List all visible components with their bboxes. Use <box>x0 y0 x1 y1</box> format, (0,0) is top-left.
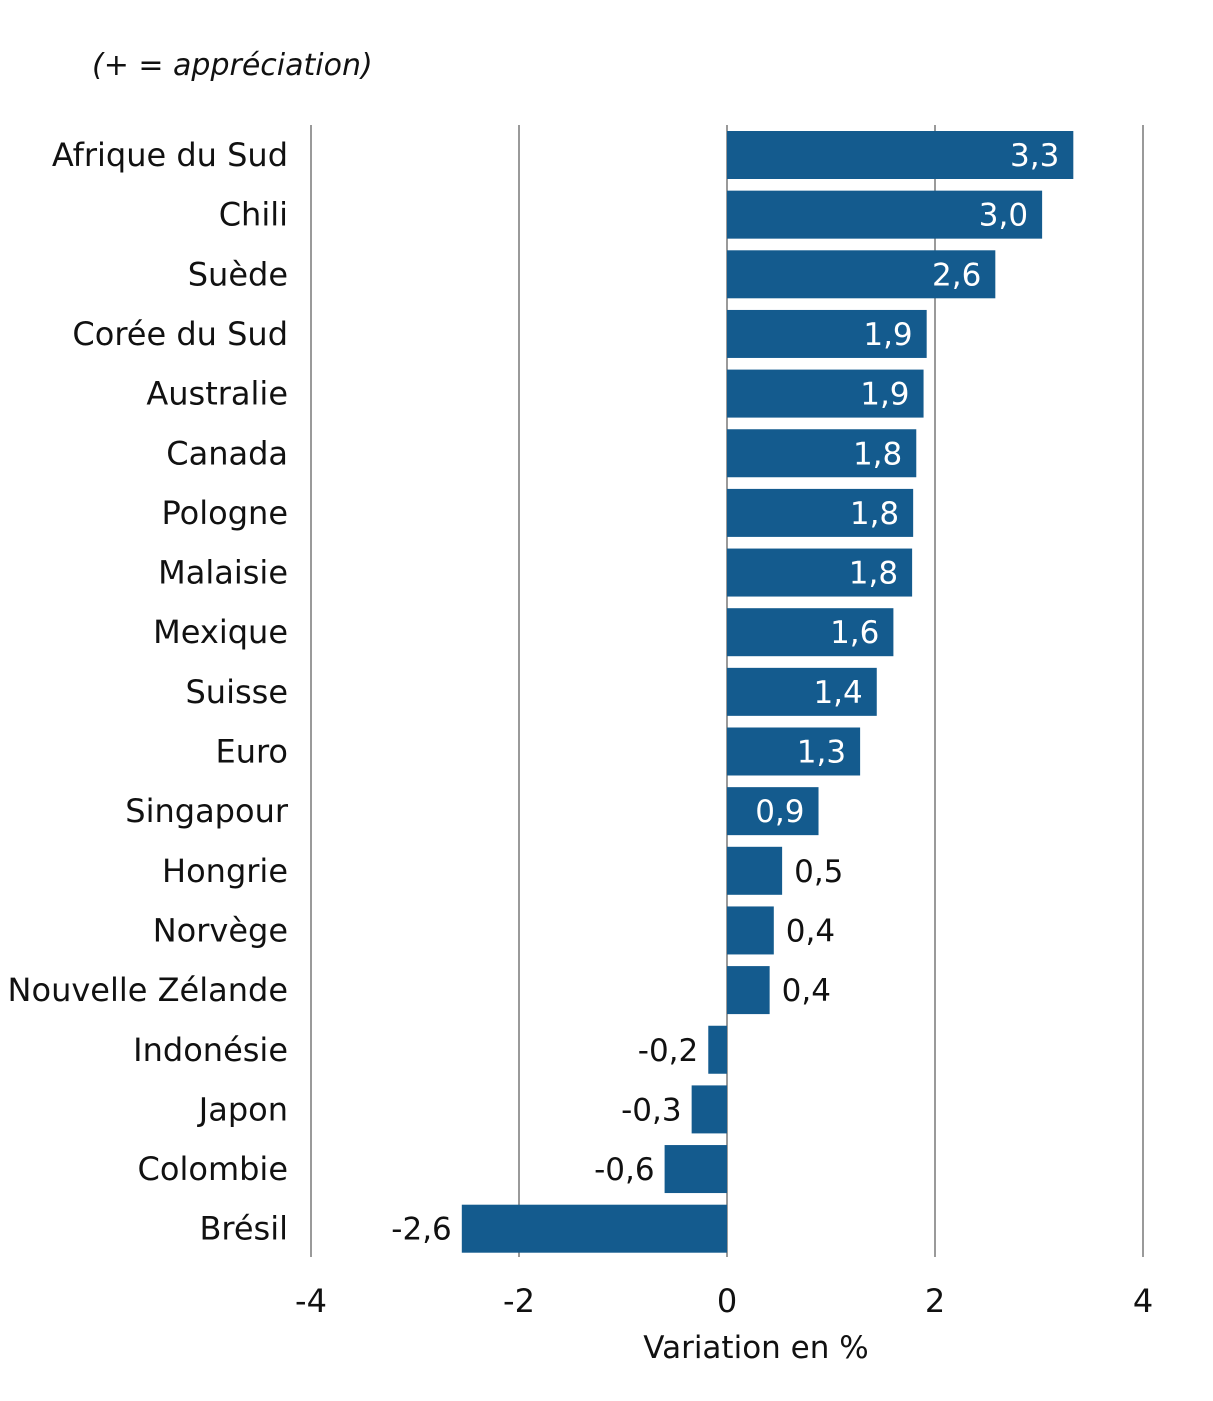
category-label: Corée du Sud <box>72 315 288 353</box>
category-label: Pologne <box>162 494 288 532</box>
bar <box>727 727 861 776</box>
category-label: Singapour <box>125 792 289 830</box>
x-tick-labels: -4 -2 0 2 4 <box>295 1282 1153 1320</box>
x-tick-label: 0 <box>717 1282 737 1320</box>
category-label: Afrique du Sud <box>52 136 288 174</box>
data-label: 1,9 <box>863 317 912 353</box>
category-label: Malaisie <box>158 554 288 592</box>
bar <box>727 787 819 836</box>
category-label: Euro <box>215 733 288 771</box>
category-label: Indonésie <box>133 1031 288 1069</box>
category-label: Norvège <box>153 911 288 949</box>
category-label: Mexique <box>153 613 288 651</box>
data-label: 0,9 <box>755 794 804 830</box>
data-label: 1,8 <box>853 436 902 472</box>
x-axis-label: Variation en % <box>643 1330 868 1366</box>
category-label: Hongrie <box>162 852 288 890</box>
category-label: Canada <box>166 434 288 472</box>
bar <box>727 190 1043 239</box>
bar <box>727 488 914 537</box>
x-tick-label: -4 <box>295 1282 327 1320</box>
bar <box>691 1085 727 1134</box>
appreciation-note: (+ = appréciation) <box>92 48 373 83</box>
category-label: Colombie <box>138 1150 288 1188</box>
category-label: Japon <box>197 1090 288 1128</box>
category-label: Nouvelle Zélande <box>8 971 288 1009</box>
category-label: Suède <box>188 255 288 293</box>
data-label: -0,3 <box>621 1092 682 1128</box>
bar <box>664 1145 727 1194</box>
category-label: Suisse <box>185 673 288 711</box>
x-tick-label: 2 <box>925 1282 945 1320</box>
bar <box>727 667 877 716</box>
category-label: Chili <box>219 196 288 234</box>
data-label: 0,4 <box>782 973 831 1009</box>
data-label: 1,3 <box>797 735 846 771</box>
bar <box>727 966 770 1015</box>
bar <box>727 369 924 418</box>
bar <box>727 250 996 299</box>
category-labels: Afrique du Sud Chili Suède Corée du Sud Aust… <box>8 136 289 1248</box>
data-label: -2,6 <box>391 1212 452 1248</box>
bar <box>727 429 917 478</box>
bar <box>727 548 913 597</box>
bars <box>461 131 1074 1253</box>
x-tick-label: 4 <box>1133 1282 1153 1320</box>
data-label: 3,3 <box>1010 138 1059 174</box>
value-labels: 3,3 3,0 2,6 1,9 1,9 1,8 1,8 1,8 1,6 1,4 1,3 0,9 0,5 0… <box>391 138 1059 1248</box>
data-label: 3,0 <box>979 198 1028 234</box>
data-label: 1,8 <box>849 556 898 592</box>
data-label: 1,8 <box>850 496 899 532</box>
data-label: 1,6 <box>830 615 879 651</box>
data-label: 0,4 <box>786 913 835 949</box>
data-label: -0,2 <box>638 1033 699 1069</box>
bar <box>727 309 927 358</box>
bar <box>727 131 1074 179</box>
bar <box>461 1204 727 1253</box>
x-tick-label: -2 <box>503 1282 535 1320</box>
data-label: 1,9 <box>860 377 909 413</box>
bar <box>727 906 774 955</box>
bar <box>727 608 894 657</box>
data-label: -0,6 <box>594 1152 655 1188</box>
category-label: Brésil <box>199 1210 288 1248</box>
data-label: 2,6 <box>932 257 981 293</box>
bar <box>708 1025 727 1074</box>
category-label: Australie <box>146 375 288 413</box>
data-label: 1,4 <box>813 675 862 711</box>
bar <box>727 846 783 895</box>
data-label: 0,5 <box>794 854 843 890</box>
